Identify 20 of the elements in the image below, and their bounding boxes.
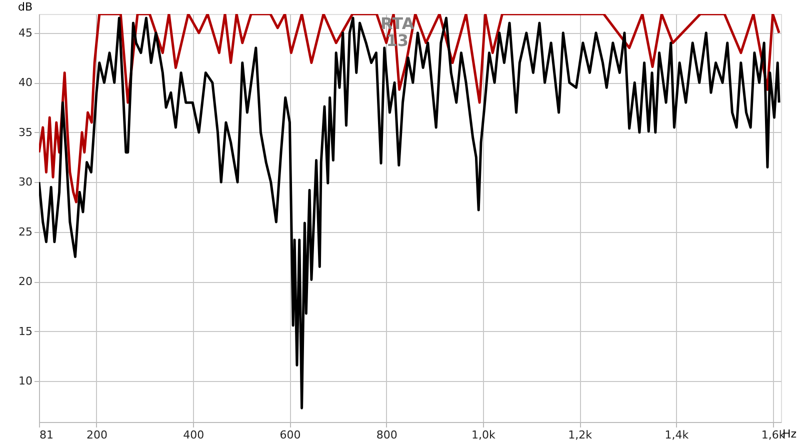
y-tick-label: 40 bbox=[18, 76, 32, 90]
x-tick-label: 800 bbox=[376, 428, 398, 442]
x-tick-label: 200 bbox=[86, 428, 108, 442]
x-tick-label: 600 bbox=[280, 428, 301, 442]
x-tick-label: 400 bbox=[183, 428, 204, 442]
y-tick-label: 20 bbox=[18, 275, 32, 288]
y-tick-label: 45 bbox=[18, 26, 32, 40]
x-tick-label: 1,6k bbox=[761, 428, 786, 442]
line-series bbox=[39, 16, 780, 410]
line-series bbox=[39, 14, 780, 204]
y-axis-title: dB bbox=[18, 0, 32, 14]
y-tick-label: 25 bbox=[18, 225, 32, 238]
x-tick-label: 81 bbox=[40, 428, 54, 442]
y-tick-label: 30 bbox=[18, 176, 32, 189]
y-tick-label: 15 bbox=[18, 324, 32, 338]
x-tick-label: 1,0k bbox=[472, 428, 496, 442]
y-tick-label: 35 bbox=[18, 126, 32, 139]
y-tick-label: 10 bbox=[18, 374, 32, 388]
x-tick-label: 1,2k bbox=[568, 428, 593, 442]
x-tick-label: 1,4k bbox=[664, 428, 690, 442]
